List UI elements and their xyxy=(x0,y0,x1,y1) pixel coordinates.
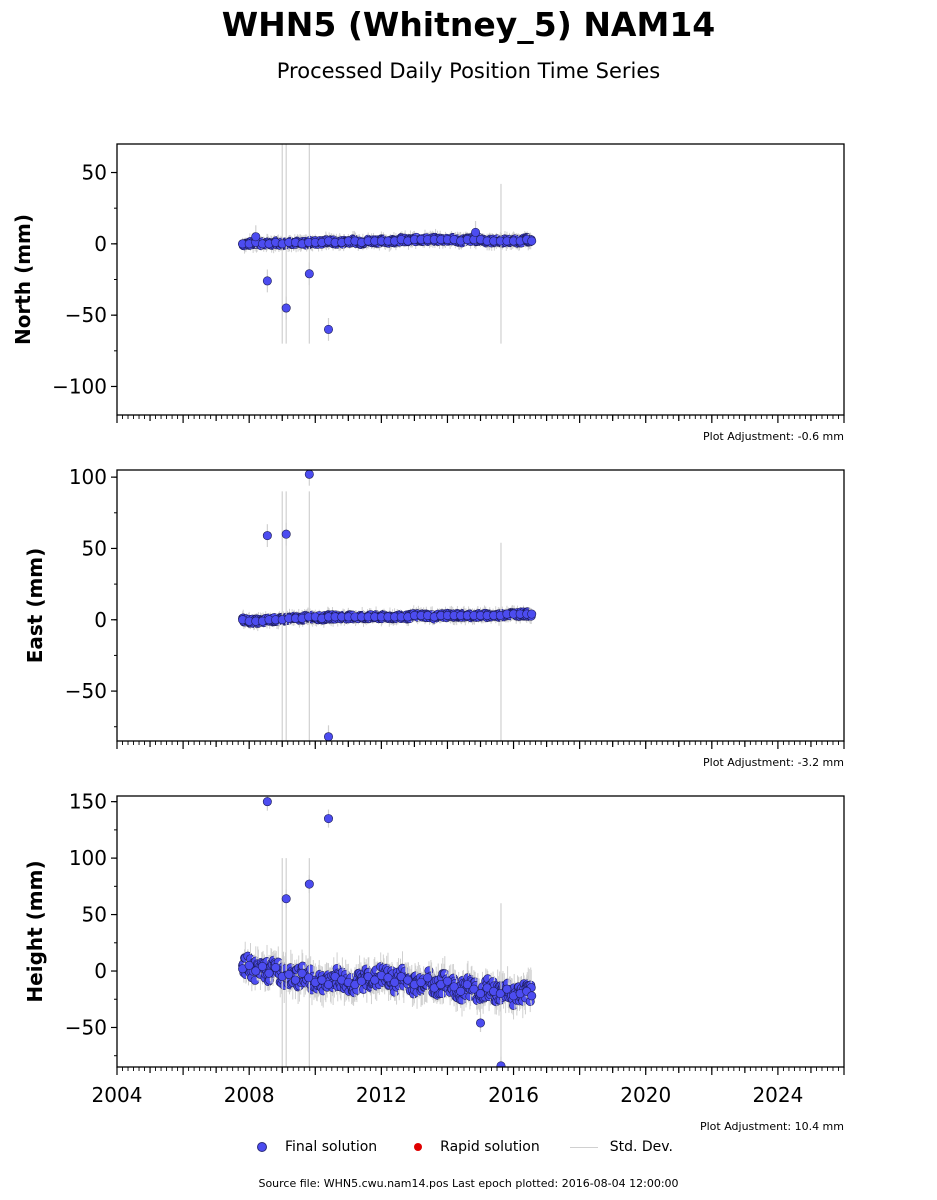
source-note: Source file: WHN5.cwu.nam14.pos Last epo… xyxy=(258,1177,679,1190)
x-tick-label: 2008 xyxy=(224,1083,275,1107)
x-tick-label: 2016 xyxy=(488,1083,539,1107)
final-point xyxy=(403,975,413,985)
legend-final: Final solution xyxy=(250,1139,377,1155)
final-point xyxy=(281,303,291,313)
x-tick-label: 2020 xyxy=(620,1083,671,1107)
final-point xyxy=(416,977,426,987)
y-axis-label: East (mm) xyxy=(23,548,47,664)
plot-adjustment-note: Plot Adjustment: 10.4 mm xyxy=(700,1120,844,1133)
final-point xyxy=(471,227,481,237)
final-point xyxy=(323,324,333,334)
final-point xyxy=(317,975,327,985)
y-tick-label: 50 xyxy=(82,161,107,185)
final-point xyxy=(323,732,333,741)
chart-subtitle: Processed Daily Position Time Series xyxy=(276,59,661,83)
final-point xyxy=(251,232,261,242)
final-point xyxy=(456,986,466,996)
chart-title: WHN5 (Whitney_5) NAM14 xyxy=(221,5,716,44)
final-point xyxy=(271,963,281,973)
final-point xyxy=(383,973,393,983)
final-point xyxy=(323,980,333,990)
y-tick-label: 0 xyxy=(94,232,107,256)
axes-frame xyxy=(116,469,845,742)
y-tick-label: 50 xyxy=(82,903,107,927)
y-tick-label: 0 xyxy=(94,959,107,983)
plot-adjustment-note: Plot Adjustment: -0.6 mm xyxy=(703,430,844,443)
final-point xyxy=(323,814,333,824)
final-point xyxy=(449,982,459,992)
final-point xyxy=(251,966,261,976)
y-tick-label: −50 xyxy=(65,1015,107,1039)
final-point xyxy=(262,531,272,541)
final-point xyxy=(281,529,291,539)
plot-area xyxy=(238,796,537,1067)
final-point xyxy=(475,1018,485,1028)
y-tick-label: 50 xyxy=(82,536,107,560)
final-point xyxy=(527,236,537,246)
final-point xyxy=(370,975,380,985)
legend-std-label: Std. Dev. xyxy=(609,1139,673,1155)
final-point xyxy=(304,470,314,479)
y-axis-label: Height (mm) xyxy=(23,860,47,1002)
final-point xyxy=(527,991,537,1001)
final-point xyxy=(281,894,291,904)
final-point xyxy=(304,973,314,983)
x-tick-label: 2024 xyxy=(752,1083,803,1107)
legend-rapid: Rapid solution xyxy=(407,1139,540,1155)
x-tick-label: 2012 xyxy=(356,1083,407,1107)
final-point xyxy=(257,962,267,972)
panel-1: 100 50 0 −50 East (mm) Plot Adjustment: -3.2 … xyxy=(23,465,845,769)
final-point xyxy=(390,977,400,987)
final-point xyxy=(297,968,307,978)
panel-2: 150 100 50 0 −50 2004 2008 2012 2016 2020 2024 Heig… xyxy=(23,790,845,1133)
plot-area xyxy=(238,470,537,741)
y-tick-label: −50 xyxy=(65,679,107,703)
final-point xyxy=(284,969,294,979)
y-tick-label: 100 xyxy=(69,846,107,870)
plot-adjustment-note: Plot Adjustment: -3.2 mm xyxy=(703,756,844,769)
y-tick-label: −100 xyxy=(52,374,107,398)
final-point xyxy=(244,960,254,970)
y-tick-label: 150 xyxy=(69,790,107,814)
final-point xyxy=(423,973,433,983)
y-tick-label: 100 xyxy=(69,465,107,489)
final-point xyxy=(495,989,505,999)
final-point xyxy=(357,976,367,986)
final-marker-icon xyxy=(257,1142,267,1152)
final-point xyxy=(290,975,300,985)
y-axis-label: North (mm) xyxy=(11,214,35,345)
legend-std: Std. Dev. xyxy=(569,1139,673,1155)
final-point xyxy=(469,984,479,994)
legend-final-label: Final solution xyxy=(285,1139,378,1155)
final-point xyxy=(304,269,314,279)
final-point xyxy=(262,276,272,286)
final-point xyxy=(264,968,274,978)
rapid-marker-icon xyxy=(414,1143,423,1151)
final-point xyxy=(462,980,472,990)
std-line-icon xyxy=(569,1146,598,1148)
legend-rapid-label: Rapid solution xyxy=(440,1139,540,1155)
axes-frame xyxy=(116,143,845,416)
final-point xyxy=(502,984,512,994)
y-tick-label: −50 xyxy=(65,303,107,327)
x-tick-label: 2004 xyxy=(92,1083,143,1107)
final-point xyxy=(442,976,452,986)
y-tick-label: 0 xyxy=(94,608,107,632)
final-point xyxy=(527,609,537,619)
panel-0: 50 0 −50 −100 North (mm) Plot Adjustment: -0.… xyxy=(11,143,845,443)
legend: Final solution Rapid solution Std. Dev. xyxy=(250,1137,703,1157)
final-point xyxy=(262,797,272,807)
final-point xyxy=(496,1061,506,1067)
final-point xyxy=(304,879,314,889)
plot-area xyxy=(238,144,537,344)
final-point xyxy=(475,989,485,999)
